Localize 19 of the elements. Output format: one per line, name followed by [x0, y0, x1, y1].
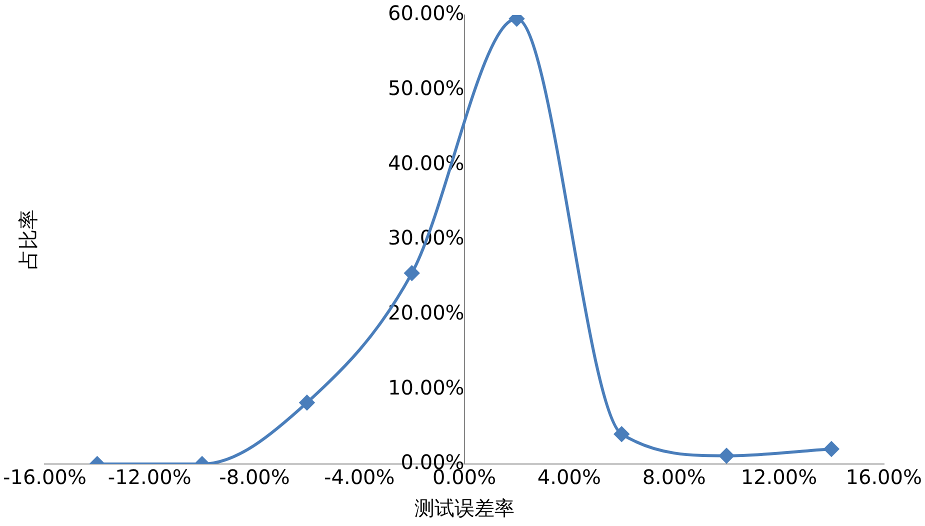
x-tick-label: -8.00%: [219, 465, 290, 490]
x-tick-label: -16.00%: [2, 465, 86, 490]
point: [299, 395, 314, 410]
y-tick-label: 10.00%: [388, 375, 464, 400]
y-tick-label: 60.00%: [388, 1, 464, 26]
x-tick-label: 12.00%: [740, 465, 818, 490]
x-tick-label: 4.00%: [537, 465, 601, 490]
x-tick-label: 8.00%: [642, 465, 706, 490]
point: [404, 266, 420, 281]
y-axis-title: 占比率: [16, 210, 40, 270]
x-tick-label: -12.00%: [108, 465, 192, 490]
y-tick-label: 50.00%: [388, 76, 464, 100]
x-tick-label: 16.00%: [846, 465, 922, 490]
point: [824, 442, 839, 457]
x-tick-label: -4.00%: [324, 465, 395, 490]
point: [614, 426, 630, 442]
point: [719, 448, 734, 464]
x-axis-title: 测试误差率: [414, 496, 514, 520]
y-tick-label: 20.00%: [388, 300, 464, 325]
